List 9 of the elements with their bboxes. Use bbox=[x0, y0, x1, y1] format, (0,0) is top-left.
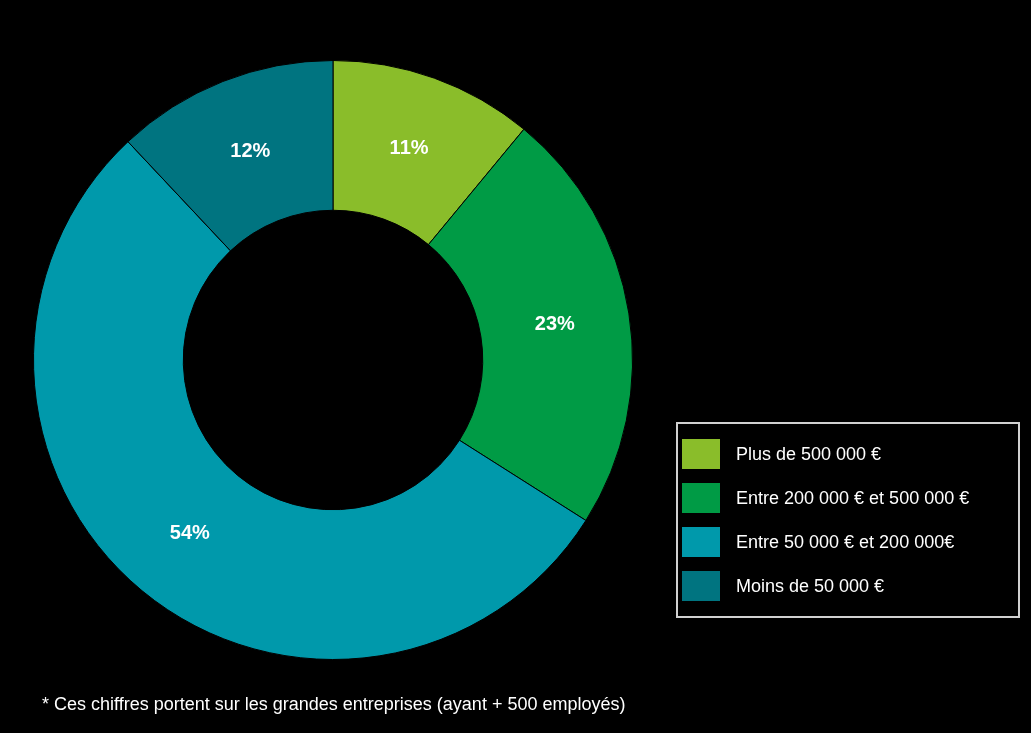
text: * Ces chiffres portent sur les grandes entreprises (ayant + 500 employés) bbox=[42, 694, 626, 715]
legend-label: Entre 50 000 € et 200 000€ bbox=[736, 531, 955, 553]
data-label: 12% bbox=[230, 138, 271, 161]
legend-label: Entre 200 000 € et 500 000 € bbox=[736, 487, 970, 509]
data-label: 11% bbox=[389, 136, 429, 159]
data-label: 54% bbox=[169, 520, 211, 543]
legend-label: Plus de 500 000 € bbox=[736, 443, 882, 465]
data-label: 23% bbox=[534, 312, 576, 335]
legend-label: Moins de 50 000 € bbox=[736, 575, 885, 597]
